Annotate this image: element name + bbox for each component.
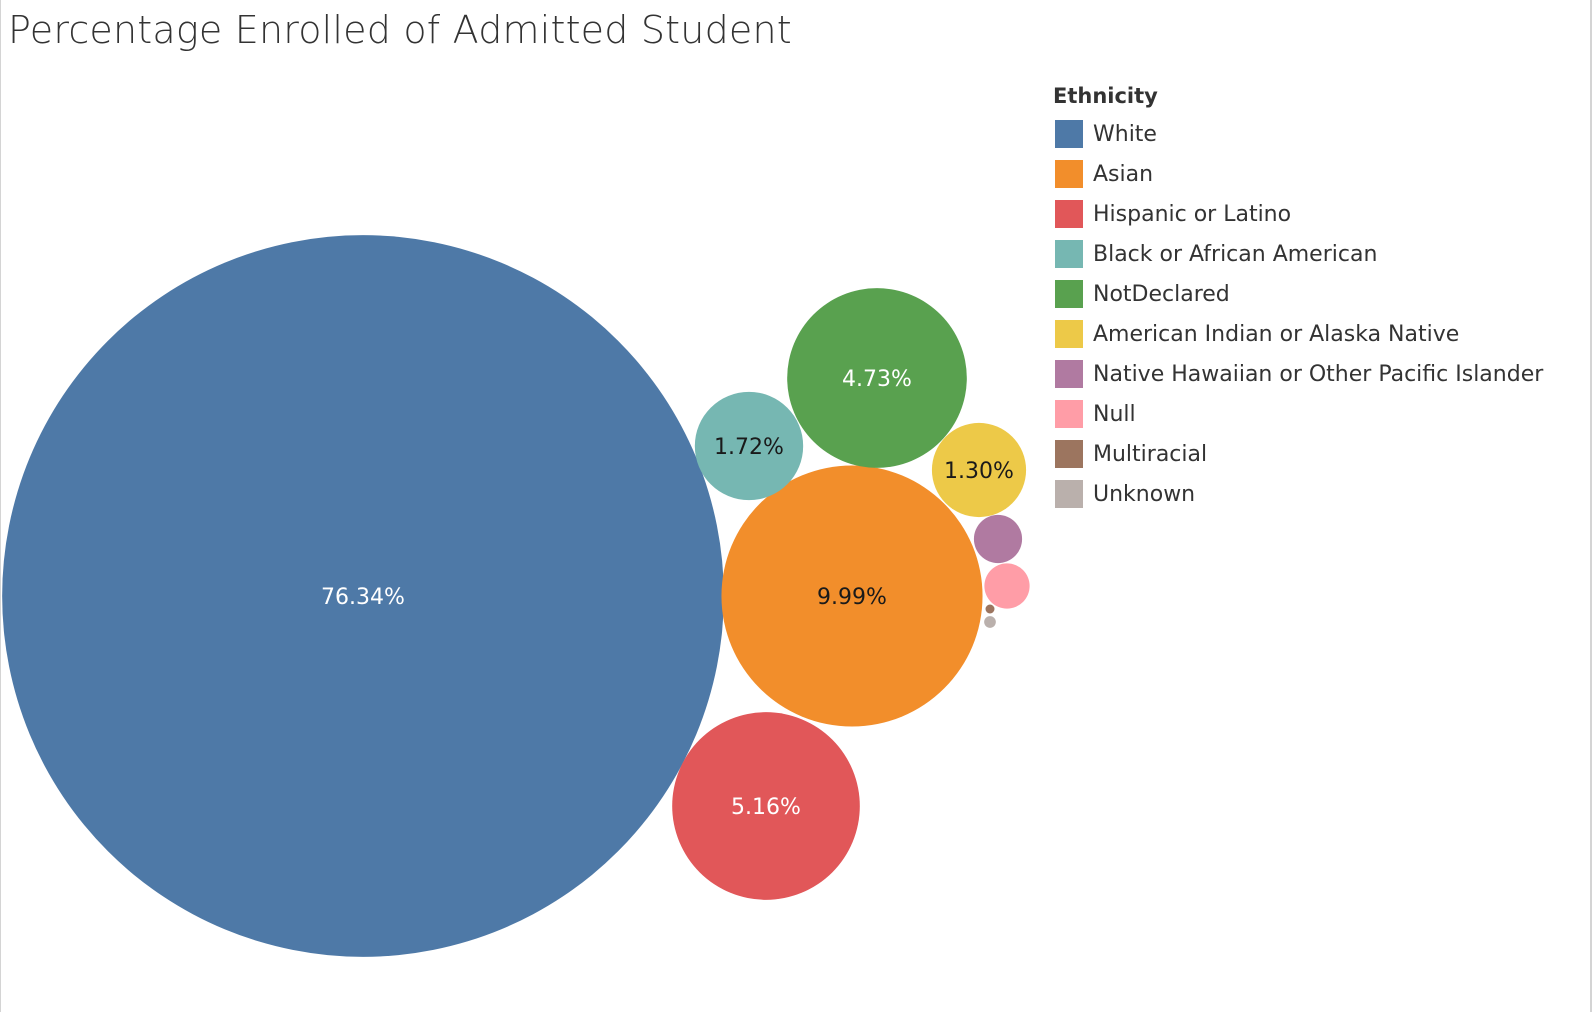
legend-label: Asian <box>1093 161 1154 187</box>
legend-item-notdeclared[interactable]: NotDeclared <box>1052 274 1543 314</box>
legend-label: Native Hawaiian or Other Pacific Islande… <box>1093 361 1544 387</box>
legend-label: Unknown <box>1093 481 1196 507</box>
legend-label: Black or African American <box>1093 241 1378 267</box>
bubble-american-indian-or-alaska-native[interactable] <box>931 422 1027 518</box>
bubble-white[interactable] <box>2 235 724 957</box>
bubble-label-notdeclared: 4.73% <box>842 367 912 392</box>
legend-label: Multiracial <box>1093 441 1208 467</box>
bubble-hispanic-or-latino[interactable] <box>672 712 860 900</box>
legend-item-unknown[interactable]: Unknown <box>1052 474 1543 514</box>
legend-label: NotDeclared <box>1093 281 1230 307</box>
bubble-unknown[interactable] <box>984 616 996 628</box>
bubble-notdeclared[interactable] <box>787 288 967 468</box>
legend-title: Ethnicity <box>1053 84 1158 108</box>
legend-item-american-indian-or-alaska-native[interactable]: American Indian or Alaska Native <box>1052 314 1543 354</box>
bubble-black-or-african-american[interactable] <box>694 391 804 501</box>
bubble-label-asian: 9.99% <box>817 585 887 610</box>
legend: Ethnicity White Asian Hispanic or Latino Bl… <box>1052 84 1543 514</box>
legend-label: American Indian or Alaska Native <box>1093 321 1460 347</box>
legend-swatch <box>1055 160 1083 188</box>
legend-item-asian[interactable]: Asian <box>1052 154 1543 194</box>
bubble-label-hispanic-or-latino: 5.16% <box>731 795 801 820</box>
legend-swatch <box>1055 440 1083 468</box>
legend-item-white[interactable]: White <box>1052 114 1543 154</box>
legend-label: White <box>1093 121 1157 147</box>
legend-item-null[interactable]: Null <box>1052 394 1543 434</box>
bubble-null[interactable] <box>984 563 1030 609</box>
legend-swatch <box>1055 120 1083 148</box>
legend-label: Hispanic or Latino <box>1093 201 1292 227</box>
legend-item-multiracial[interactable]: Multiracial <box>1052 434 1543 474</box>
legend-swatch <box>1055 400 1083 428</box>
bubble-chart: 76.34% 9.99% 5.16% 1.72% 4.73% 1.30% <box>2 235 1030 957</box>
legend-swatch <box>1055 360 1083 388</box>
legend-swatch <box>1055 320 1083 348</box>
legend-swatch <box>1055 240 1083 268</box>
legend-swatch <box>1055 480 1083 508</box>
chart-title: Percentage Enrolled of Admitted Student <box>8 8 792 52</box>
legend-swatch <box>1055 200 1083 228</box>
legend-item-black-or-african-american[interactable]: Black or African American <box>1052 234 1543 274</box>
legend-item-hispanic-or-latino[interactable]: Hispanic or Latino <box>1052 194 1543 234</box>
legend-item-native-hawaiian-or-other-pacific-islander[interactable]: Native Hawaiian or Other Pacific Islande… <box>1052 354 1543 394</box>
bubble-label-white: 76.34% <box>321 585 405 610</box>
bubble-label-black-or-african-american: 1.72% <box>714 435 784 460</box>
bubble-native-hawaiian-or-other-pacific-islander[interactable] <box>973 514 1023 564</box>
legend-items: White Asian Hispanic or Latino Black or Afr… <box>1052 114 1543 514</box>
bubble-label-american-indian-or-alaska-native: 1.30% <box>944 459 1014 484</box>
legend-label: Null <box>1093 401 1136 427</box>
bubble-asian[interactable] <box>721 465 983 727</box>
legend-swatch <box>1055 280 1083 308</box>
bubble-multiracial[interactable] <box>985 604 995 614</box>
